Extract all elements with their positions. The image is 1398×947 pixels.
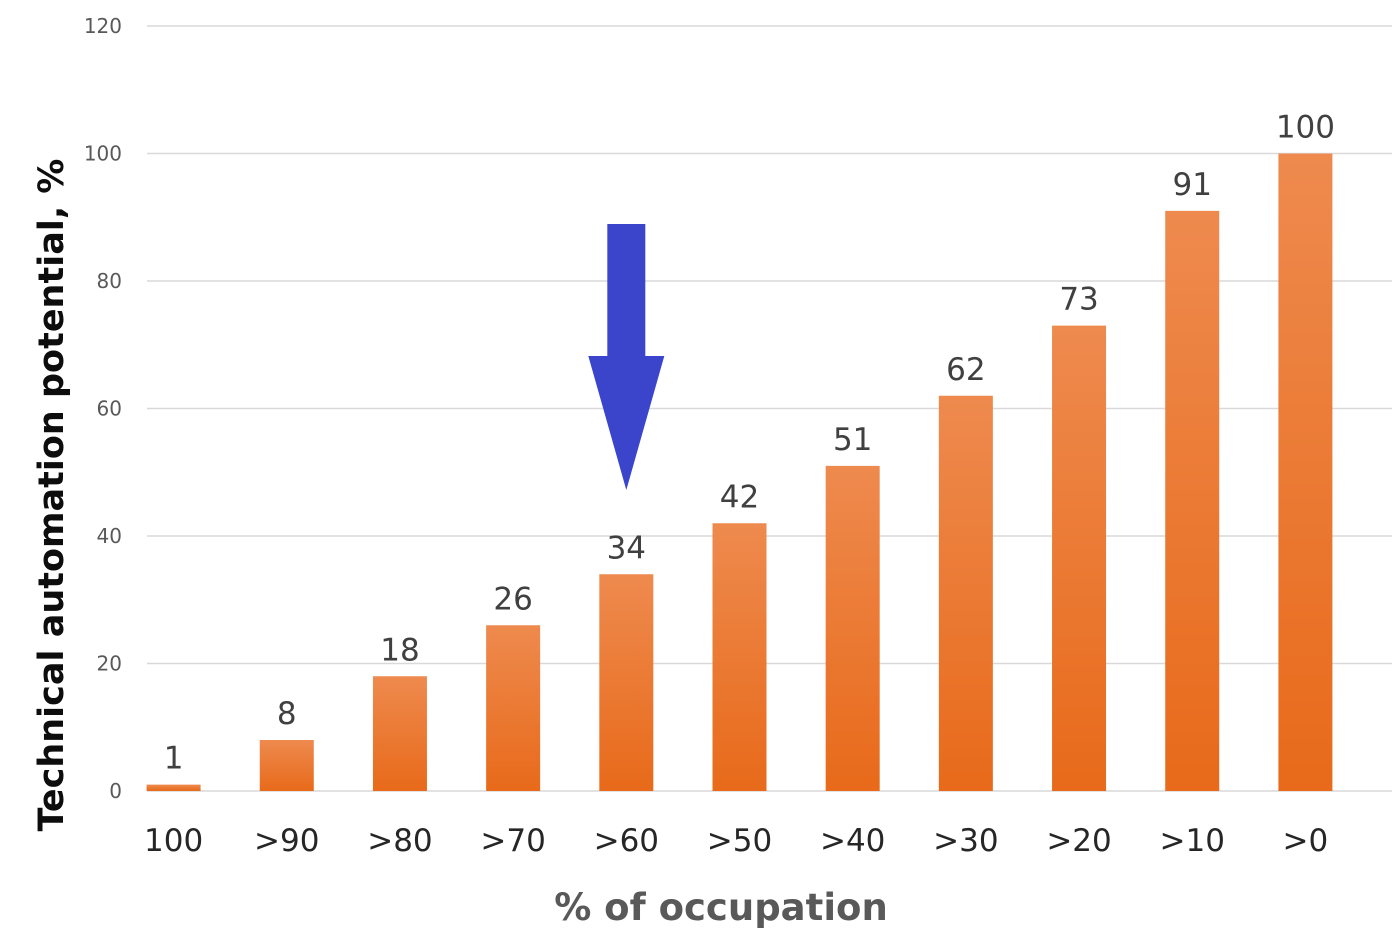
y-tick-label: 120 (84, 14, 122, 38)
bar (712, 523, 767, 791)
data-label: 42 (720, 479, 759, 515)
y-tick-label: 0 (109, 779, 122, 803)
bar (1165, 210, 1220, 791)
x-tick-label: >0 (1283, 823, 1329, 859)
data-label: 1 (164, 741, 184, 777)
bars (146, 153, 1333, 791)
x-tick-label: >20 (1046, 823, 1111, 859)
x-tick-label: >50 (707, 823, 772, 859)
y-tick-label: 80 (97, 269, 122, 293)
x-axis-ticks: 100 >90 >80 >70 >60 >50 >40 >30 >20 >10 >0 (144, 823, 1328, 859)
annotation-layer (588, 224, 665, 490)
down-arrow-icon (588, 224, 665, 490)
data-label: 91 (1173, 167, 1212, 203)
bar (599, 574, 654, 791)
y-tick-label: 60 (97, 397, 122, 421)
data-label: 26 (493, 581, 532, 617)
x-tick-label: 100 (144, 823, 203, 859)
x-tick-label: >40 (820, 823, 885, 859)
data-label: 100 (1276, 110, 1335, 146)
bar (825, 465, 880, 791)
y-tick-label: 20 (97, 652, 122, 676)
data-label: 18 (380, 632, 419, 668)
bar (1278, 153, 1333, 791)
y-tick-label: 40 (97, 524, 122, 548)
data-label: 62 (946, 352, 985, 388)
x-axis-label: % of occupation (554, 886, 888, 929)
y-axis-ticks: 0 20 40 60 80 100 120 (84, 14, 122, 803)
y-axis-label: Technical automation potential, % (32, 159, 72, 832)
x-tick-label: >30 (933, 823, 998, 859)
data-label: 34 (607, 530, 646, 566)
bar (259, 740, 314, 791)
gridlines (147, 25, 1392, 792)
bar (1052, 325, 1107, 791)
data-label: 8 (277, 696, 297, 732)
bar (146, 784, 201, 791)
y-tick-label: 100 (84, 142, 122, 166)
data-label: 73 (1059, 282, 1098, 318)
bar (372, 676, 427, 791)
x-tick-label: >10 (1160, 823, 1225, 859)
x-tick-label: >80 (367, 823, 432, 859)
bar (938, 395, 993, 791)
x-tick-label: >60 (594, 823, 659, 859)
data-label: 51 (833, 422, 872, 458)
bar (486, 625, 541, 791)
x-tick-label: >90 (254, 823, 319, 859)
x-tick-label: >70 (480, 823, 545, 859)
